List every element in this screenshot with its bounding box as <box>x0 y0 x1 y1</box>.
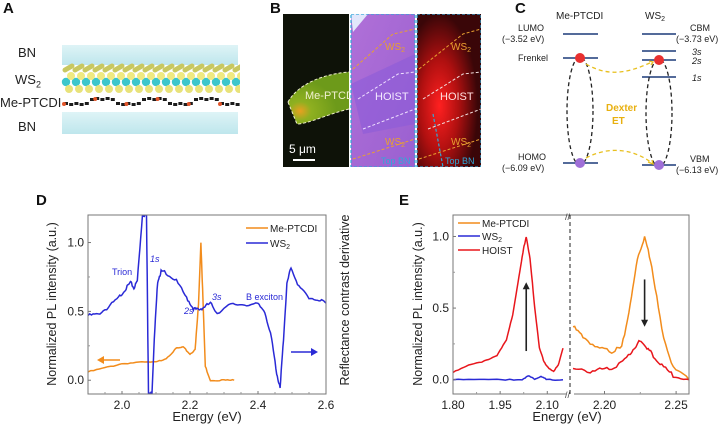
y-tick-label-d: 0.5 <box>67 304 84 318</box>
x-tick-label-e: 2.25 <box>664 398 688 412</box>
label-dexter: Dexter <box>606 103 637 114</box>
label-hoist-pl: HOIST <box>440 91 474 103</box>
label-homo: HOMO <box>518 152 546 162</box>
label-me-ptcdi-image: Me-PTCDI <box>305 90 357 102</box>
y-tick-label-d: 1.0 <box>67 236 84 250</box>
panel-label-e: E <box>399 192 410 209</box>
label-ws2-top-optical: WS2 <box>385 42 405 54</box>
y-tick-label-e: 1.0 <box>432 229 449 243</box>
ws2-layer <box>61 63 240 93</box>
y-tick-label-e: 0.0 <box>432 373 449 387</box>
value-cbm: (−3.73 eV) <box>676 34 718 44</box>
series-line-me-ptcdi-e <box>572 236 690 381</box>
series-line-ws2-d <box>88 215 326 394</box>
x-axis-label-d: Energy (eV) <box>172 409 241 424</box>
annotation-trion: Trion <box>112 267 132 277</box>
legend-label-ws2-e: WS2 <box>482 232 502 244</box>
series-line-hoist-e <box>452 236 564 374</box>
legend-label-me-ptcdi-e: Me-PTCDI <box>482 219 529 230</box>
label-cbm: CBM <box>690 23 710 33</box>
y-tick-label-d: 0.0 <box>67 373 84 387</box>
axis-break-mark-top: // <box>565 212 571 222</box>
x-axis-label-e: Energy (eV) <box>532 409 601 424</box>
electron-transfer-arrow <box>585 61 653 73</box>
energy-level-diagram: Me-PTCDI WS2 LUMO (−3.52 eV) Frenkel HOM… <box>502 11 718 175</box>
axis-break-mark-bottom: // <box>565 390 571 400</box>
value-lumo: (−3.52 eV) <box>502 34 544 44</box>
x-tick-label-d: 2.0 <box>114 398 131 412</box>
title-me-ptcdi: Me-PTCDI <box>556 11 603 22</box>
y-tick-label-e: 0.5 <box>432 301 449 315</box>
layer-label-bn-bottom: BN <box>18 119 37 134</box>
scale-bar-label: 5 μm <box>289 142 316 156</box>
x-tick-label-d: 2.2 <box>182 398 199 412</box>
series-line-me-ptcdi-d <box>88 242 235 382</box>
title-ws2: WS2 <box>645 11 665 23</box>
panel-label-b: B <box>270 0 281 17</box>
value-vbm: (−6.13 eV) <box>676 165 718 175</box>
layer-label-me-ptcdi: Me-PTCDI <box>0 95 62 110</box>
bn-bottom-layer <box>62 112 238 134</box>
annotation-2s: 2s <box>183 306 194 316</box>
ptcdi-flake <box>288 72 349 124</box>
label-hoist-optical: HOIST <box>375 91 409 103</box>
legend-label-ws2-d: WS2 <box>270 239 290 251</box>
series-line-ws2-e <box>452 375 564 381</box>
panel-label-c: C <box>515 0 526 17</box>
bn-top-layer <box>62 45 238 65</box>
label-vbm: VBM <box>690 154 710 164</box>
heterostructure-illustration <box>61 45 240 134</box>
label-2s: 2s <box>691 56 702 66</box>
panel-label-d: D <box>36 192 47 209</box>
annotation-1s: 1s <box>150 254 160 264</box>
label-ws2-bottom-pl: WS2 <box>451 137 471 149</box>
arrowhead-up-e <box>522 282 530 290</box>
arrowhead-down-e <box>641 319 649 327</box>
y-axis-label-d: Normalized PL intensity (a.u.) <box>45 222 59 386</box>
electron-icon-ptcdi <box>575 53 585 63</box>
y2-axis-label-d: Reflectance contrast derivative <box>338 214 352 385</box>
label-top-bn-pl: Top BN <box>445 156 475 166</box>
electron-icon-ws2 <box>654 55 664 65</box>
x-tick-label-e: 1.95 <box>488 398 512 412</box>
annotation-3s: 3s <box>212 292 222 302</box>
label-ws2-top-pl: WS2 <box>451 42 471 54</box>
x-tick-label-e: 2.20 <box>593 398 617 412</box>
x-tick-label-e: 2.10 <box>536 398 560 412</box>
chart-e: // // 1.80 1.95 2.10 2.20 2.25 0.0 0.5 1.0 Ener… <box>411 212 690 424</box>
label-et: ET <box>612 116 625 127</box>
label-lumo: LUMO <box>518 23 544 33</box>
series-line-hoist-right-e <box>572 339 690 381</box>
legend-label-me-ptcdi-d: Me-PTCDI <box>270 224 317 235</box>
value-homo: (−6.09 eV) <box>502 163 544 173</box>
hole-transfer-arrow <box>585 149 653 164</box>
y-axis-label-e: Normalized PL intensity (a.u.) <box>411 222 425 386</box>
label-ws2-bottom-optical: WS2 <box>385 137 405 149</box>
layer-label-bn-top: BN <box>18 45 37 60</box>
chart-d: 2.0 2.2 2.4 2.6 0.0 0.5 1.0 Energy (eV) Normal… <box>45 214 352 424</box>
annotation-b-exciton: B exciton <box>246 292 283 302</box>
panel-label-a: A <box>3 0 14 17</box>
x-tick-label-d: 2.4 <box>250 398 267 412</box>
label-frenkel: Frenkel <box>518 53 548 63</box>
legend-label-hoist-e: HOIST <box>482 246 513 257</box>
hole-icon-ws2 <box>654 160 664 170</box>
layer-label-ws2: WS2 <box>15 72 41 90</box>
x-tick-label-e: 1.80 <box>441 398 465 412</box>
me-ptcdi-layer <box>62 97 240 109</box>
hole-icon-ptcdi <box>575 158 585 168</box>
image-strip-pl-hoist <box>417 14 481 167</box>
label-1s: 1s <box>692 73 702 83</box>
x-tick-label-d: 2.6 <box>318 398 335 412</box>
microscope-images: Me-PTCDI 5 μm WS2 HOIST WS2 Top BN WS2 H… <box>283 14 481 167</box>
label-3s: 3s <box>692 47 702 57</box>
label-top-bn-optical: Top BN <box>381 156 411 166</box>
